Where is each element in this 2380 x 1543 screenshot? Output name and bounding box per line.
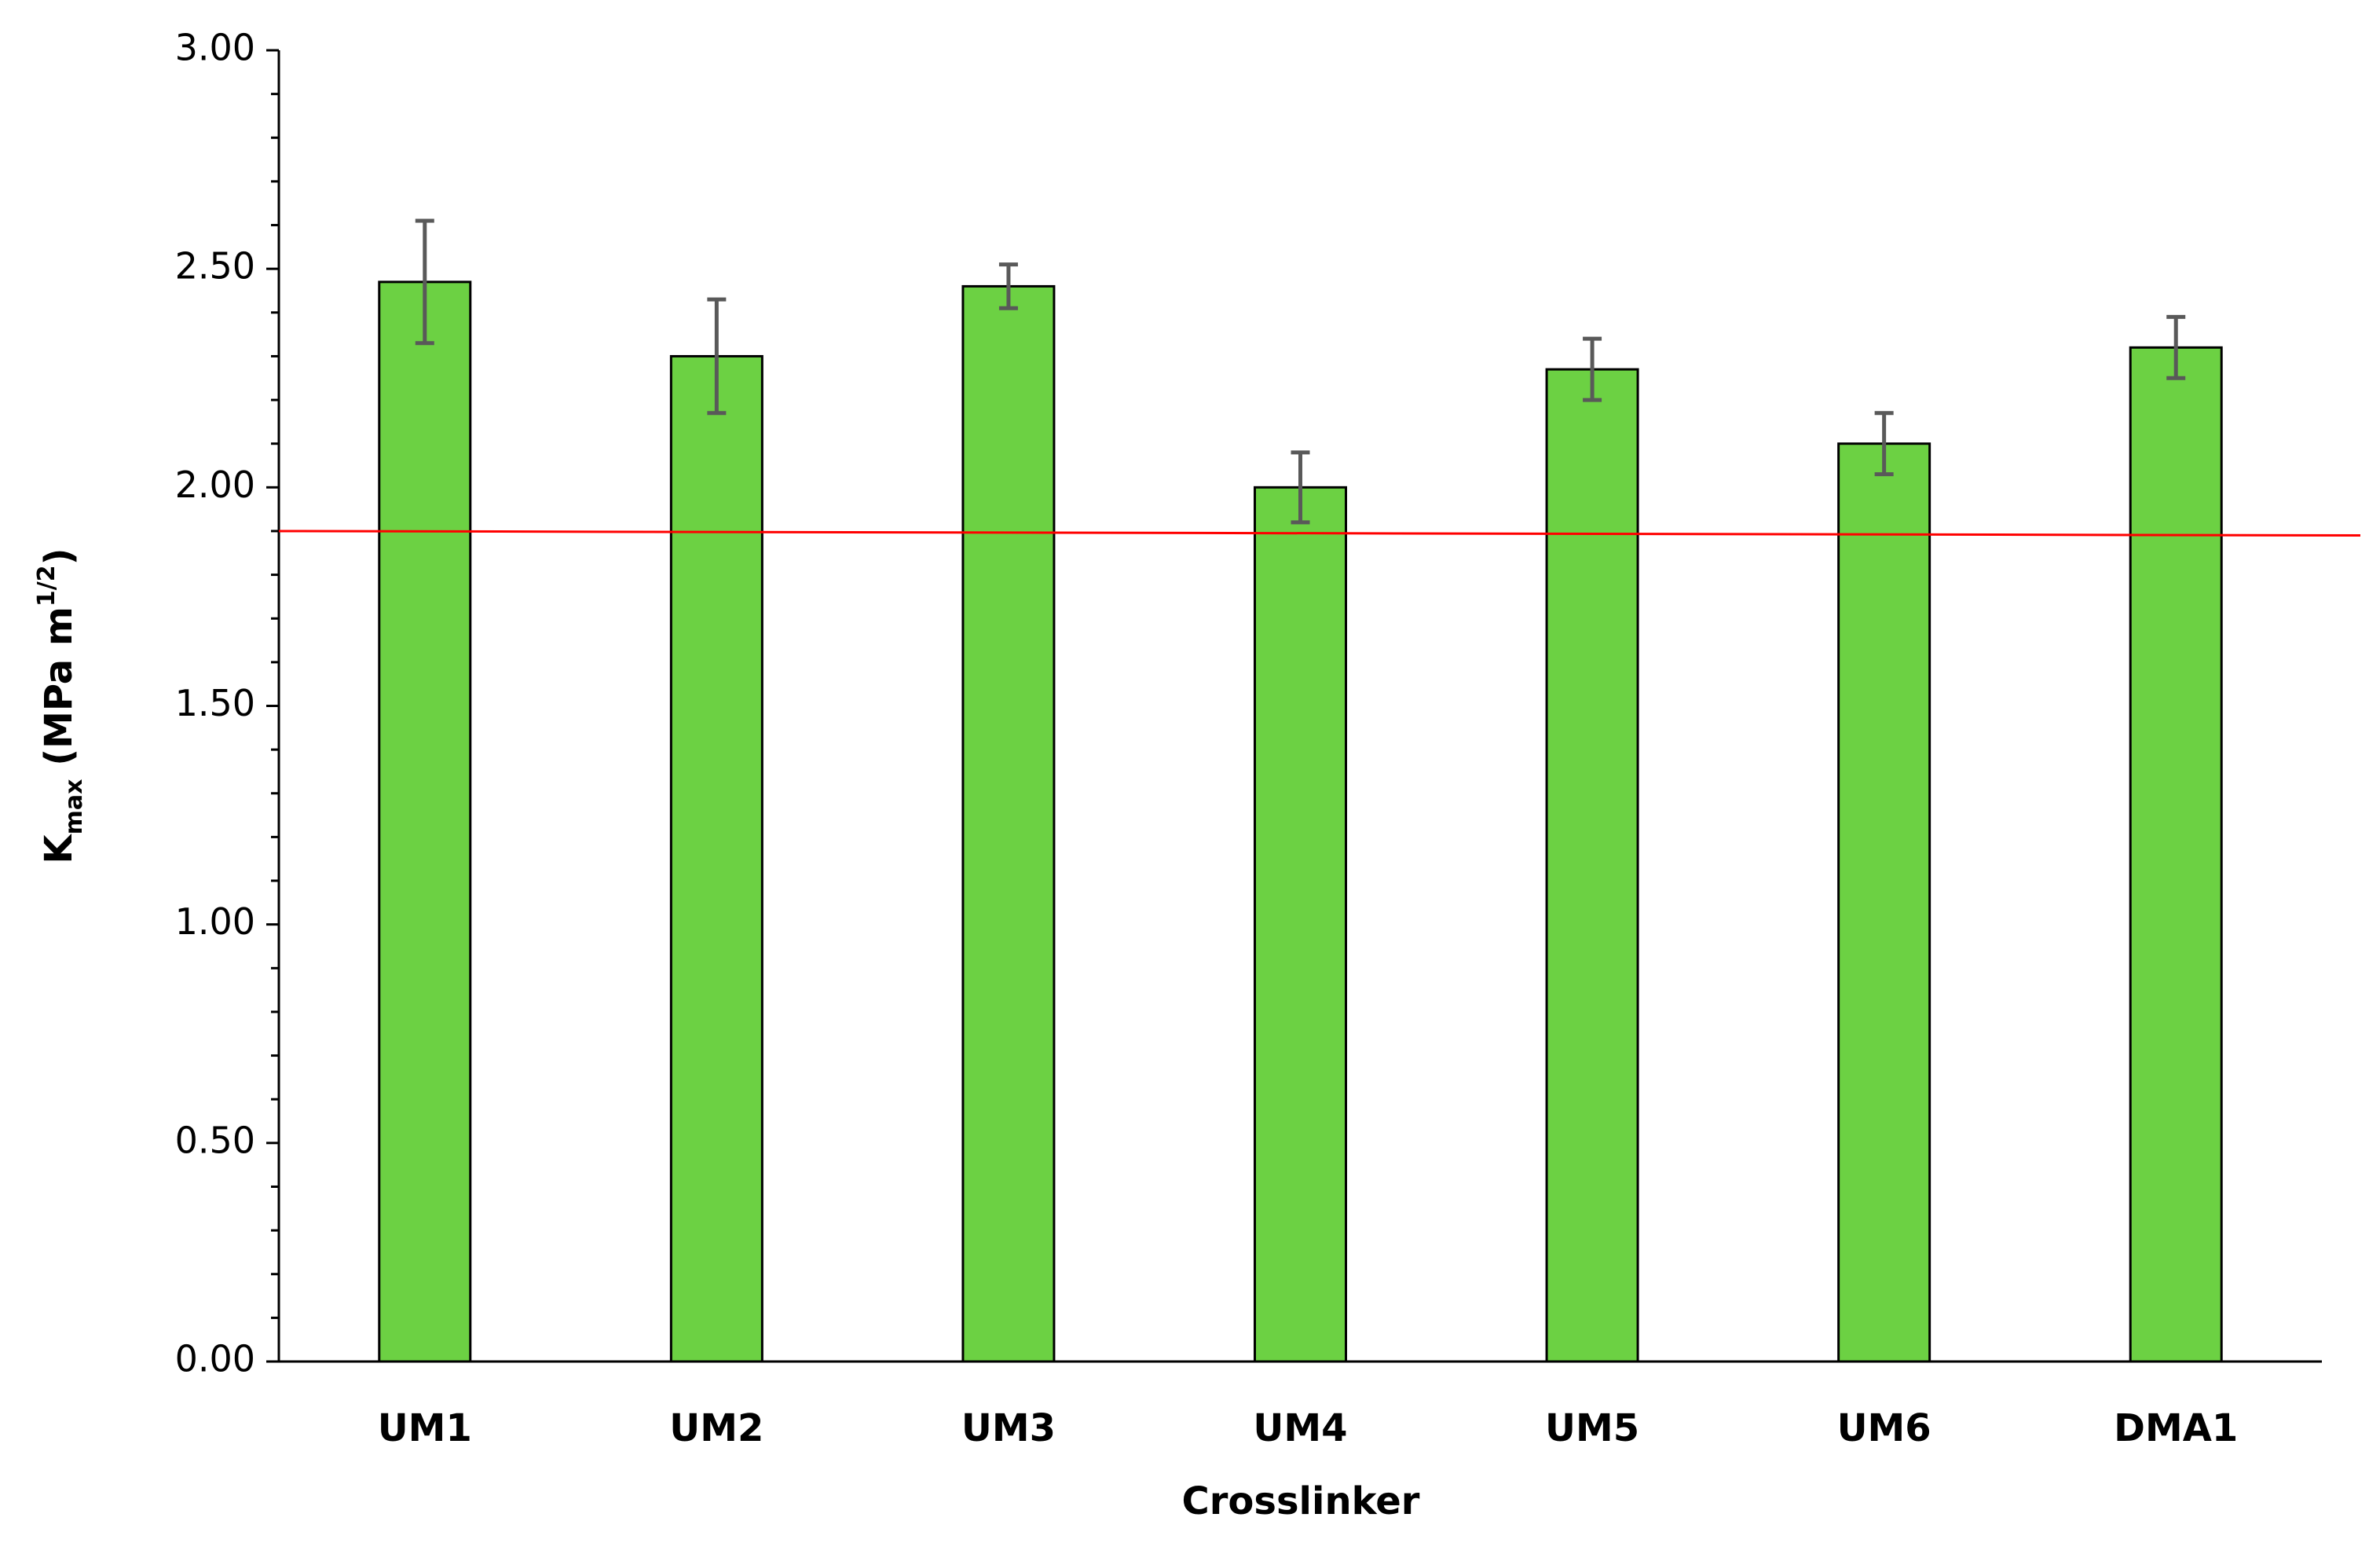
y-tick-label: 2.50 xyxy=(175,245,255,288)
error-bar-path xyxy=(2166,314,2186,380)
x-tick-label: UM2 xyxy=(669,1406,763,1450)
x-axis-title: Crosslinker xyxy=(1182,1479,1420,1523)
error-bar xyxy=(2166,314,2186,380)
x-tick-label: UM3 xyxy=(961,1406,1056,1450)
bar xyxy=(1837,442,1931,1363)
error-bar-path xyxy=(1583,336,1602,402)
y-tick-label: 0.00 xyxy=(175,1338,255,1380)
y-tick-label: 0.50 xyxy=(175,1119,255,1161)
x-tick-label: UM4 xyxy=(1253,1406,1347,1450)
y-axis-title: Kmax (MPa m1/2) xyxy=(33,548,88,863)
bar xyxy=(378,280,472,1363)
y-axis-title-part: ) xyxy=(37,548,81,565)
error-bar-path xyxy=(415,218,434,346)
x-tick-label: UM6 xyxy=(1837,1406,1931,1450)
bar xyxy=(1254,486,1347,1363)
error-bar-path xyxy=(998,262,1018,310)
error-bar-path xyxy=(1291,450,1310,525)
error-bar xyxy=(1874,411,1894,477)
y-axis-title-part: K xyxy=(37,834,81,864)
error-bar-path xyxy=(1874,411,1894,477)
x-tick-label: DMA1 xyxy=(2114,1406,2238,1450)
x-tick-label: UM5 xyxy=(1545,1406,1639,1450)
reference-line xyxy=(278,530,2361,537)
bar xyxy=(2129,346,2223,1363)
bar xyxy=(669,354,763,1363)
error-bar-path xyxy=(707,297,727,416)
error-bar xyxy=(998,262,1018,310)
y-tick-label: 3.00 xyxy=(175,27,255,69)
error-bar xyxy=(1291,450,1310,525)
x-tick-label: UM1 xyxy=(378,1406,472,1450)
bar xyxy=(1545,368,1639,1363)
y-axis-title-part: 1/2 xyxy=(33,565,60,607)
y-tick-label: 2.00 xyxy=(175,464,255,506)
y-axis-title-part: max xyxy=(60,779,88,835)
error-bar xyxy=(415,218,434,346)
y-tick-label: 1.00 xyxy=(175,900,255,943)
y-tick-label: 1.50 xyxy=(175,682,255,724)
error-bar xyxy=(707,297,727,416)
bar xyxy=(961,284,1056,1363)
y-axis-title-part: (MPa m xyxy=(37,607,81,779)
error-bar xyxy=(1583,336,1602,402)
